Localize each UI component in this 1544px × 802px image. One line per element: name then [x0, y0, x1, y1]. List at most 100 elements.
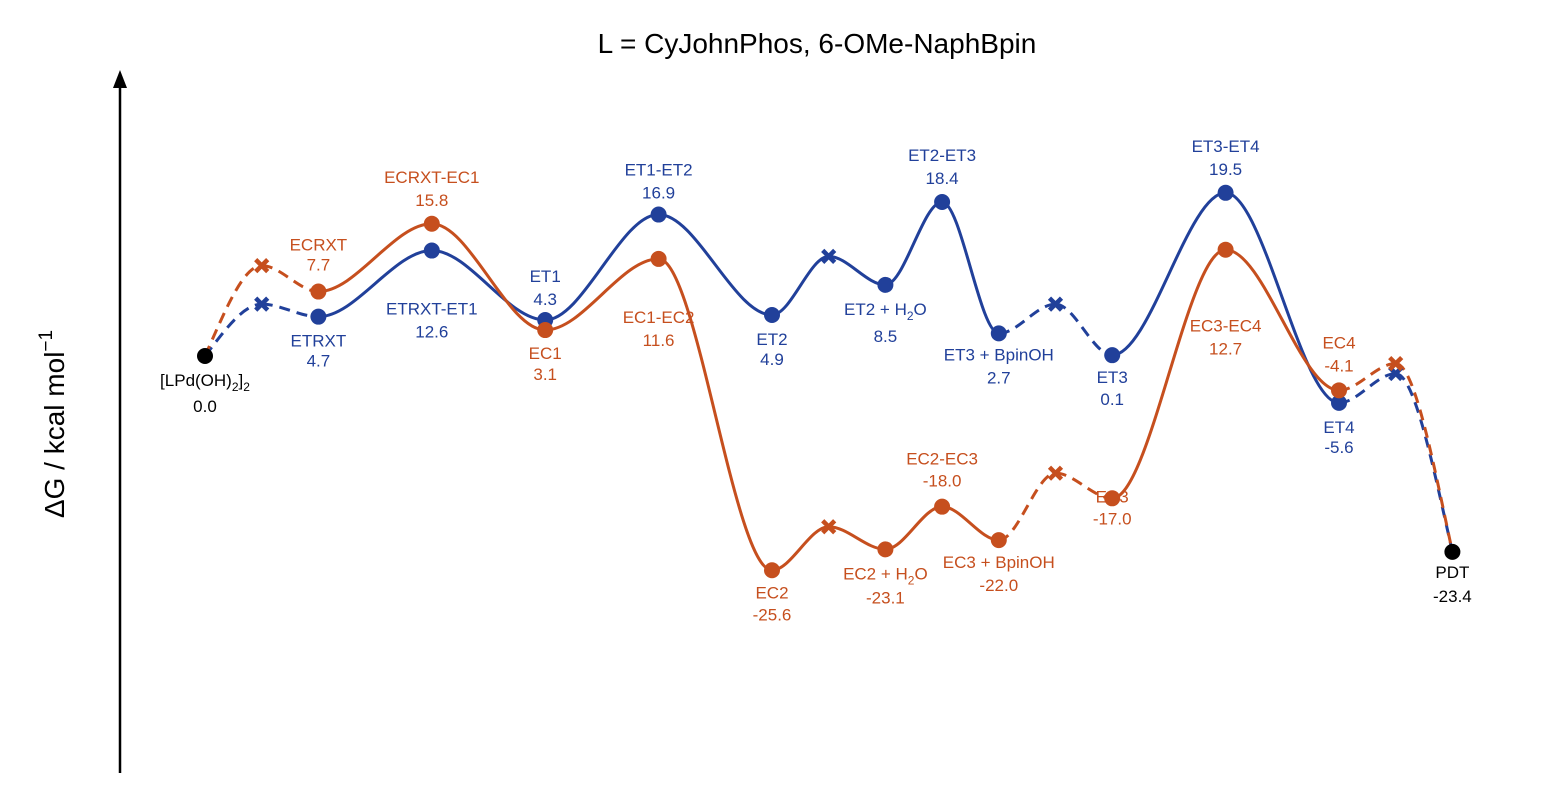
et-point-5 [650, 206, 667, 223]
et-cross-7 [821, 248, 837, 264]
y-axis-label: ΔG / kcal mol−1 [36, 330, 70, 518]
energy-markers [197, 184, 1461, 579]
et-value-5: 16.9 [642, 184, 675, 203]
ec-label-4: EC1 [529, 344, 562, 363]
ec-segment-15 [1395, 362, 1454, 553]
ec-segment-4 [545, 257, 659, 332]
et-segment-0 [203, 302, 262, 357]
ec-point-12 [1104, 490, 1121, 507]
ec-segment-7 [828, 525, 886, 551]
et-label-2: ETRXT [291, 332, 347, 351]
et-label-9: ET2-ET3 [908, 146, 976, 165]
y-axis: ΔG / kcal mol−1 [36, 70, 127, 773]
ec-value-6: -25.6 [753, 605, 792, 624]
ec-segment-5 [658, 257, 773, 572]
et-value-2: 4.7 [307, 352, 331, 371]
ec-point-3 [423, 215, 440, 232]
et-segment-11 [1055, 302, 1113, 357]
ec-value-12: -17.0 [1093, 509, 1132, 528]
et-label-8: ET2 + H2O [844, 300, 927, 323]
ec-value-4: 3.1 [533, 365, 557, 384]
et-point-3 [423, 242, 440, 259]
et-segment-3 [431, 249, 546, 322]
et-label-14: ET4 [1323, 418, 1354, 437]
ec-value-8: -23.1 [866, 588, 905, 607]
et-label-6: ET2 [756, 330, 787, 349]
ec-cross-7 [821, 519, 837, 535]
et-point-10 [990, 325, 1007, 342]
et-cross-1 [254, 296, 270, 312]
ec-segment-10 [998, 471, 1056, 542]
y-axis-arrow [113, 70, 127, 88]
et-label-5: ET1-ET2 [625, 161, 693, 180]
energy-curves [203, 191, 1454, 572]
ec-label-2: ECRXT [290, 236, 348, 255]
ec-segment-2 [318, 222, 432, 294]
et-segment-8 [884, 200, 943, 287]
et-value-12: 0.1 [1100, 390, 1124, 409]
et-cross-11 [1047, 296, 1064, 312]
et-point-8 [877, 276, 894, 293]
pdt-point [1444, 543, 1461, 560]
et-segment-5 [658, 213, 773, 317]
ec-point-10 [990, 532, 1007, 549]
et-value-6: 4.9 [760, 350, 784, 369]
et-segment-2 [318, 249, 432, 319]
chart-title: L = CyJohnPhos, 6-OMe-NaphBpin [598, 28, 1037, 59]
et-value-10: 2.7 [987, 368, 1011, 387]
et-label-4: ET1 [530, 267, 561, 286]
et-value-14: -5.6 [1324, 438, 1353, 457]
ec-value-2: 7.7 [307, 256, 331, 275]
et-point-12 [1104, 347, 1121, 364]
et-label-12: ET3 [1097, 368, 1128, 387]
et-segment-9 [941, 200, 1000, 335]
ec-label-9: EC2-EC3 [906, 450, 978, 469]
start-value: 0.0 [193, 397, 217, 416]
ec-label-12: EC3 [1096, 487, 1129, 506]
et-label-10: ET3 + BpinOH [944, 345, 1054, 364]
ec-segment-9 [941, 505, 1000, 542]
et-segment-12 [1111, 191, 1226, 357]
ec-point-14 [1331, 382, 1347, 399]
ec-segment-8 [885, 505, 943, 551]
ec-label-8: EC2 + H2O [843, 564, 928, 587]
et-segment-13 [1225, 191, 1340, 405]
ec-label-10: EC3 + BpinOH [943, 553, 1055, 572]
ec-cross-15 [1388, 355, 1404, 372]
ec-point-6 [764, 562, 780, 579]
start-point [197, 348, 213, 364]
ec-cross-11 [1047, 465, 1064, 481]
et-point-6 [764, 306, 780, 323]
et-point-9 [934, 193, 951, 210]
ec-label-5: EC1-EC2 [623, 308, 695, 327]
et-segment-6 [771, 254, 830, 317]
ec-point-8 [877, 541, 894, 558]
start-label: [LPd(OH)2]2 [160, 371, 250, 394]
ec-point-4 [537, 322, 554, 339]
et-value-9: 18.4 [926, 169, 959, 188]
ec-value-10: -22.0 [979, 576, 1018, 595]
ec-point-2 [310, 283, 327, 300]
et-segment-1 [261, 302, 319, 319]
ec-label-3: ECRXT-EC1 [384, 168, 479, 187]
et-value-13: 19.5 [1209, 160, 1242, 179]
ec-segment-3 [431, 222, 546, 332]
ec-point-13 [1217, 241, 1234, 258]
ec-value-9: -18.0 [923, 472, 962, 491]
ec-segment-13 [1225, 248, 1340, 392]
et-segment-7 [828, 254, 886, 287]
et-label-13: ET3-ET4 [1192, 137, 1260, 156]
et-value-3: 12.6 [415, 323, 448, 342]
et-point-14 [1331, 394, 1347, 411]
ec-label-13: EC3-EC4 [1190, 317, 1262, 336]
ec-segment-0 [203, 264, 262, 357]
et-value-4: 4.3 [533, 290, 557, 309]
et-segment-15 [1395, 372, 1454, 553]
et-point-2 [310, 308, 327, 325]
ec-value-3: 15.8 [415, 191, 448, 210]
ec-segment-12 [1111, 248, 1226, 500]
ec-value-13: 12.7 [1209, 340, 1242, 359]
ec-cross-1 [254, 258, 270, 274]
ec-label-14: EC4 [1322, 333, 1355, 352]
